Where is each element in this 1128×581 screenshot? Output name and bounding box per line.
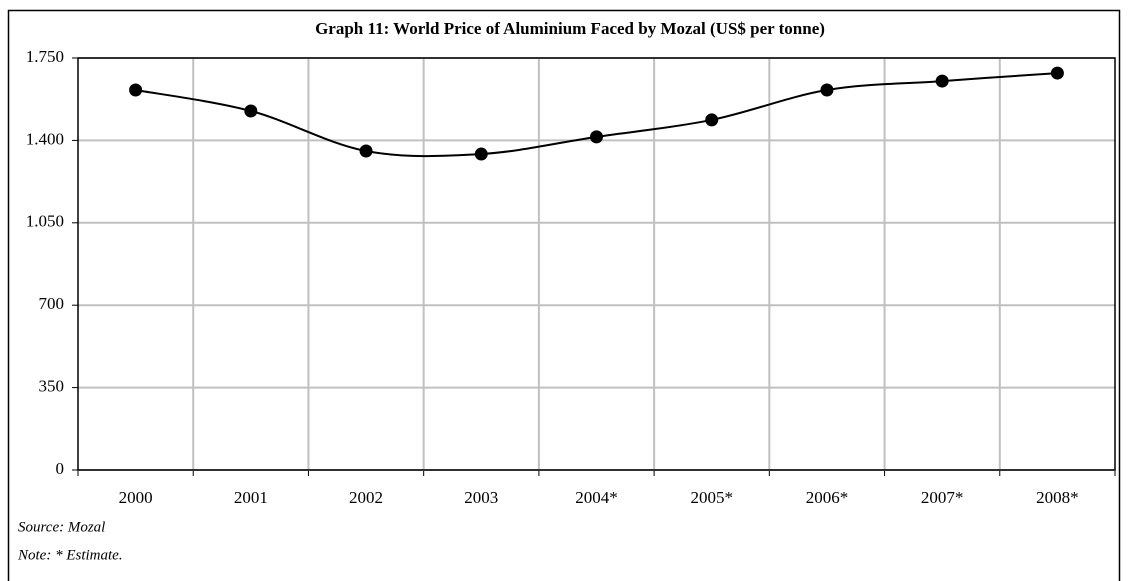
plot-frame	[77, 57, 1116, 471]
chart-frame	[7, 9, 1121, 581]
y-tick-label: 1.750	[26, 47, 64, 66]
data-point	[359, 144, 373, 158]
x-tick-label: 2000	[119, 488, 153, 507]
y-tick-label: 0	[56, 459, 65, 478]
x-tick-label: 2001	[234, 488, 268, 507]
x-tick-label: 2005*	[690, 488, 733, 507]
y-tick-label: 1.050	[26, 212, 64, 231]
data-point	[129, 83, 143, 97]
source-note: Source: Mozal	[18, 519, 105, 535]
data-point	[590, 130, 603, 144]
y-tick-label: 700	[39, 294, 65, 313]
data-point	[244, 104, 258, 118]
x-tick-label: 2008*	[1036, 488, 1079, 507]
x-tick-label: 2007*	[921, 488, 964, 507]
estimate-note: Note: * Estimate.	[17, 547, 123, 563]
y-tick-label: 350	[39, 377, 65, 396]
data-point	[474, 147, 488, 161]
data-line	[135, 72, 1058, 158]
chart-title: Graph 11: World Price of Aluminium Faced…	[315, 19, 825, 38]
data-point	[705, 113, 719, 127]
x-tick-label: 2003	[464, 488, 498, 507]
y-tick-label: 1.400	[26, 129, 64, 148]
x-tick-label: 2004*	[575, 488, 618, 507]
x-tick-label: 2002	[349, 488, 383, 507]
x-tick-label: 2006*	[806, 488, 849, 507]
data-point	[1050, 66, 1064, 80]
data-point	[820, 83, 834, 97]
data-point	[935, 74, 949, 88]
